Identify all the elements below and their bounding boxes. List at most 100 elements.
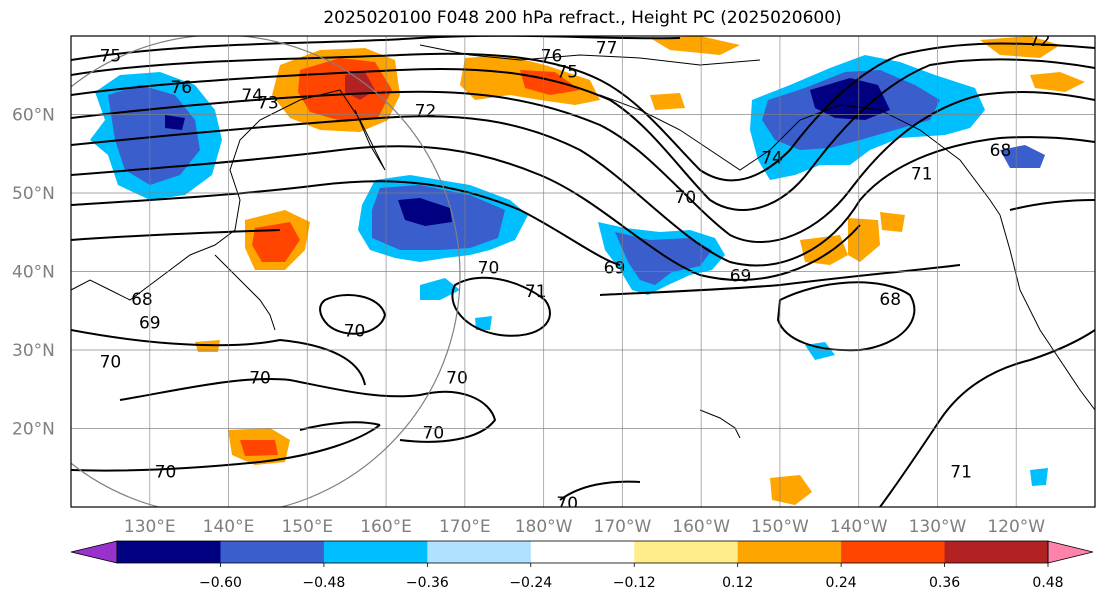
contour-label: 68 <box>131 290 153 310</box>
colorbar <box>70 540 1094 564</box>
contour-label: 71 <box>525 282 547 302</box>
height-contours <box>71 36 1095 507</box>
contour-line <box>879 329 1095 507</box>
lon-tick-label: 140°W <box>830 517 888 537</box>
contour-label: 70 <box>344 321 366 341</box>
contour-label: 70 <box>100 353 122 373</box>
colorbar-label: −0.12 <box>613 575 656 591</box>
anomaly-positive-area <box>1030 72 1085 92</box>
colorbar-segment <box>530 541 635 563</box>
contour-label: 70 <box>675 188 697 208</box>
lon-tick-label: 180°W <box>515 517 573 537</box>
colorbar-segment <box>944 541 1049 563</box>
lon-tick-label: 140°E <box>203 517 255 537</box>
colorbar-segment <box>323 541 428 563</box>
lon-tick-label: 130°E <box>124 517 176 537</box>
contour-label: 72 <box>415 102 437 122</box>
lon-tick-label: 150°E <box>281 517 333 537</box>
colorbar-tick-labels: −0.60 −0.48 −0.36 −0.24 −0.12 0.12 0.24 0.36 0.4… <box>199 563 1064 591</box>
anomaly-positive-area <box>770 475 812 505</box>
contour-line <box>1009 199 1095 211</box>
contour-label: 75 <box>556 62 578 82</box>
lat-tick-label: 60°N <box>12 106 55 126</box>
contour-line <box>71 180 621 266</box>
contour-line <box>71 42 1095 182</box>
contour-label: 68 <box>990 141 1012 161</box>
contour-label: 70 <box>478 259 500 279</box>
contour-label: 68 <box>879 290 901 310</box>
lon-tick-label: 170°E <box>439 517 491 537</box>
contour-label: 70 <box>155 463 177 483</box>
coastline-kamchatka <box>339 89 386 171</box>
lat-tick-label: 50°N <box>12 184 55 204</box>
coastline-northamerica <box>999 214 1095 411</box>
lon-tick-label: 130°W <box>909 517 967 537</box>
colorbar-segment <box>737 541 842 563</box>
colorbar-label: 0.36 <box>929 575 960 591</box>
gridlines <box>71 36 1095 507</box>
contour-label: 70 <box>446 368 468 388</box>
contour-label: 71 <box>911 164 933 184</box>
contour-line <box>71 229 281 241</box>
colorbar-segment <box>841 541 946 563</box>
contour-label: 77 <box>596 39 618 59</box>
colorbar-frame <box>116 540 1049 564</box>
lon-tick-label: 150°W <box>751 517 809 537</box>
anomaly-positive-area <box>848 218 880 262</box>
contour-label: 73 <box>257 94 279 114</box>
chart-title: 2025020100 F048 200 hPa refract., Height… <box>323 8 842 28</box>
anomaly-negative-area <box>420 278 460 300</box>
contour-label: 76 <box>170 78 192 98</box>
contour-line <box>776 281 916 352</box>
contour-line <box>71 36 681 61</box>
contour-label: 75 <box>100 47 122 67</box>
anomaly-negative-area <box>165 115 185 130</box>
great-circle <box>71 36 461 507</box>
lon-tick-label: 160°E <box>360 517 412 537</box>
anomaly-negative-area <box>475 316 492 330</box>
colorbar-segment <box>117 541 221 563</box>
anomaly-negative-area <box>1000 145 1045 168</box>
anomaly-positive-area <box>650 36 740 55</box>
colorbar-label: −0.60 <box>199 575 242 591</box>
lon-tick-label: 120°W <box>987 517 1045 537</box>
lat-tick-label: 20°N <box>12 420 55 440</box>
anomaly-negative-area <box>810 78 890 120</box>
colorbar-label: −0.36 <box>406 575 449 591</box>
plot-frame <box>70 35 1096 508</box>
contour-label: 76 <box>541 47 563 67</box>
colorbar-label: 0.48 <box>1032 575 1063 591</box>
contour-line <box>559 480 641 501</box>
lon-tick-label: 160°W <box>672 517 730 537</box>
lon-tick-label: 170°W <box>594 517 652 537</box>
anomaly-negative-area <box>398 198 452 226</box>
anomaly-positive-area <box>980 36 1060 58</box>
contour-label: 69 <box>730 266 752 286</box>
contour-line <box>119 378 497 443</box>
colorbar-segment <box>427 541 532 563</box>
coastline-alaska <box>599 94 1001 216</box>
anomaly-positive-area <box>240 440 278 456</box>
colorbar-segment <box>634 541 739 563</box>
contour-label: 70 <box>249 368 271 388</box>
contour-line <box>71 424 381 472</box>
anomaly-positive-area <box>252 222 300 262</box>
colorbar-extend-min <box>70 540 118 564</box>
contour-line <box>451 276 551 337</box>
anomaly-positive-area <box>650 93 685 110</box>
contour-line <box>299 421 381 431</box>
contour-line <box>71 329 366 386</box>
contour-line <box>71 58 1095 211</box>
contour-label: 70 <box>423 423 445 443</box>
lat-tick-label: 40°N <box>12 263 55 283</box>
anomaly-positive-area <box>800 235 848 265</box>
contour-line <box>71 115 1095 267</box>
anomaly-negative-area <box>108 85 200 185</box>
contour-label: 69 <box>604 259 626 279</box>
contour-label: 71 <box>950 463 972 483</box>
anomaly-negative-area <box>1030 468 1048 486</box>
colorbar-label: −0.24 <box>509 575 552 591</box>
colorbar-label: −0.48 <box>302 575 345 591</box>
colorbar-extend-max <box>1047 540 1094 564</box>
